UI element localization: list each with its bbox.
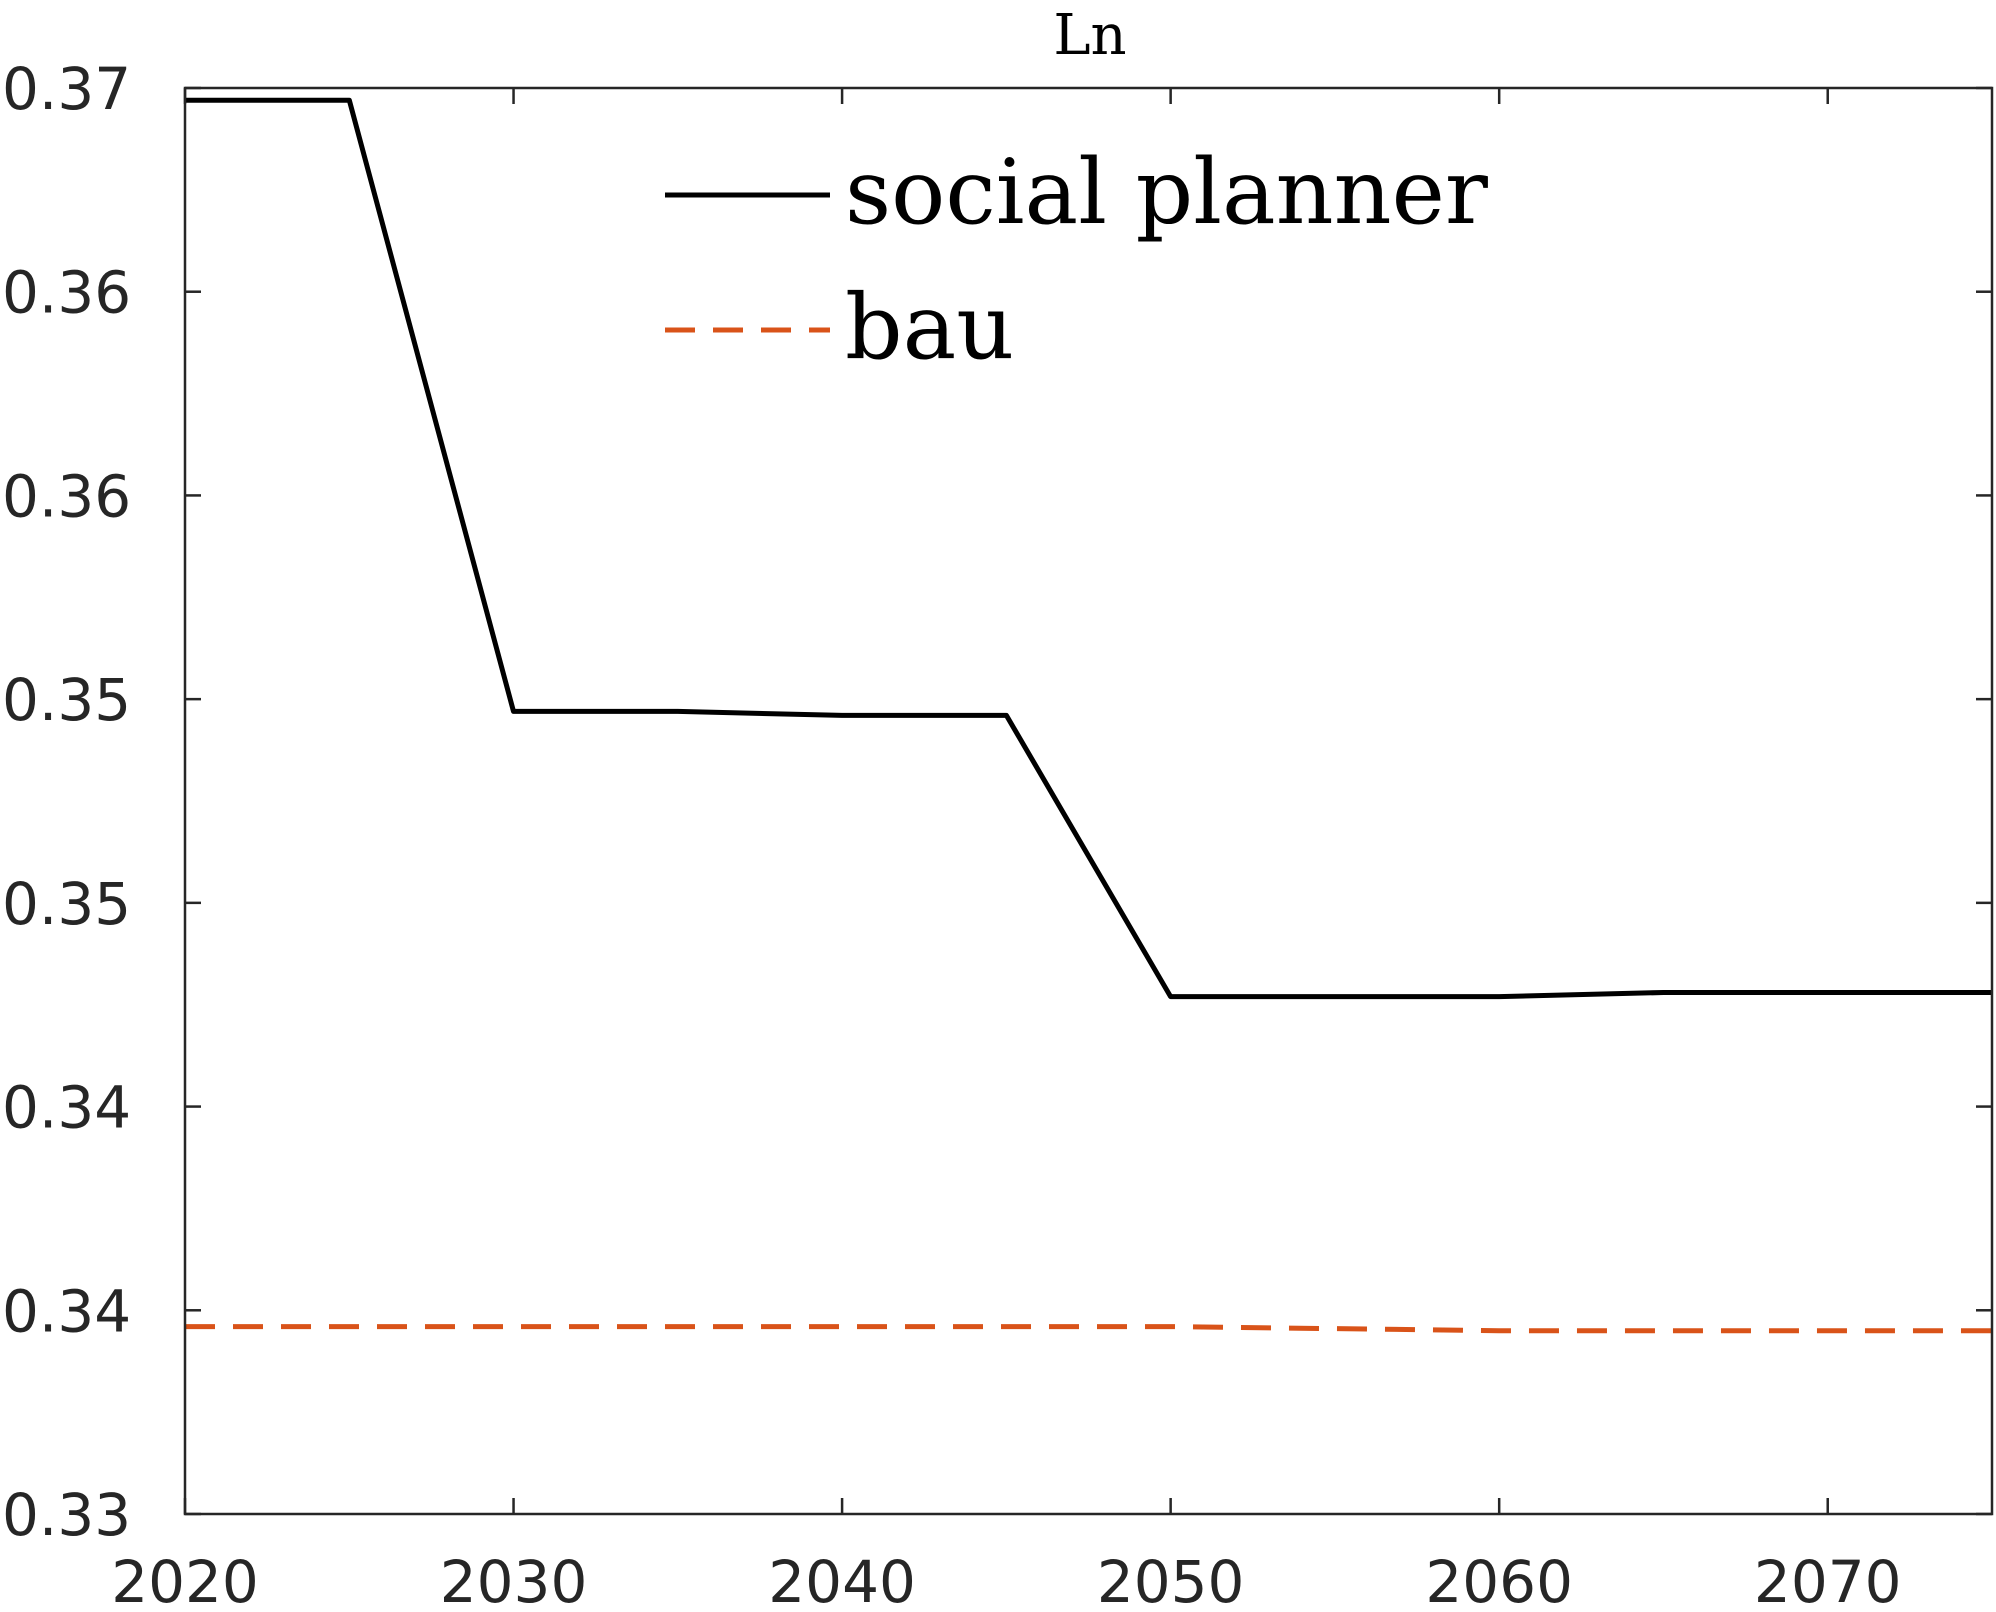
x-axis: 2020 2030 2040 2050 2060 2070	[111, 88, 1902, 1612]
legend-label-bau: bau	[845, 275, 1014, 380]
y-tick-label: 0.34	[2, 1074, 131, 1142]
x-tick-label: 2060	[1425, 1548, 1573, 1612]
legend: social planner bau	[665, 140, 1489, 380]
y-tick-label: 0.33	[2, 1481, 131, 1549]
plot-frame	[183, 86, 1994, 1516]
x-tick-label: 2070	[1754, 1548, 1902, 1612]
series-line-bau	[185, 1324, 1992, 1334]
y-tick-label: 0.34	[2, 1277, 131, 1345]
series-line-social-planner	[185, 97, 1992, 1000]
y-tick-label: 0.37	[2, 55, 131, 123]
x-tick-label: 2050	[1097, 1548, 1245, 1612]
x-tick-label: 2030	[440, 1548, 588, 1612]
y-tick-label: 0.36	[2, 259, 131, 327]
legend-label-social-planner: social planner	[845, 140, 1489, 245]
y-tick-label: 0.36	[2, 462, 131, 530]
chart-title: Ln	[1053, 3, 1126, 68]
y-tick-label: 0.35	[2, 666, 131, 734]
x-tick-label: 2040	[768, 1548, 916, 1612]
series-layer	[185, 97, 1992, 1334]
y-tick-label: 0.35	[2, 870, 131, 938]
x-tick-label: 2020	[111, 1548, 259, 1612]
y-axis: 0.33 0.34 0.34 0.35 0.35 0.36 0.36 0.37	[2, 55, 1992, 1549]
